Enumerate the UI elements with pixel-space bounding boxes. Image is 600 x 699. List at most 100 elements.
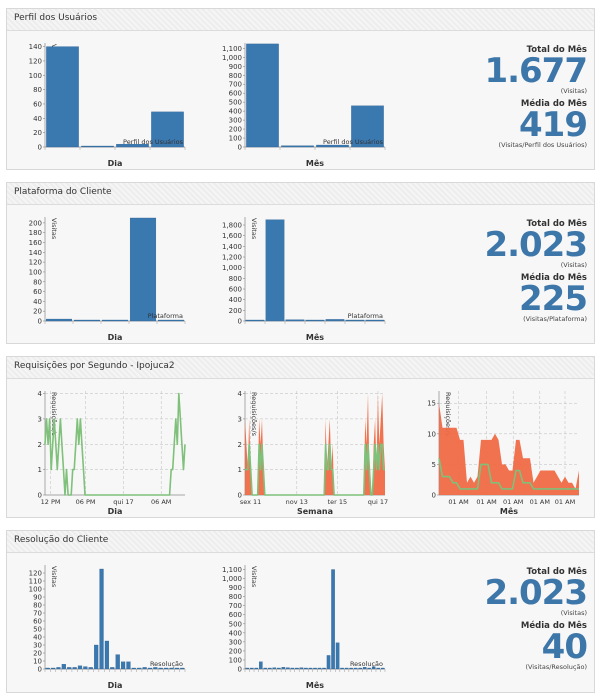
y-tick-label: 600 bbox=[229, 611, 242, 619]
total-unit: (Visitas) bbox=[560, 609, 587, 617]
bar bbox=[353, 667, 358, 670]
bar bbox=[376, 667, 381, 670]
bar bbox=[45, 667, 50, 670]
y-tick-label: 100 bbox=[29, 72, 42, 80]
x-tick-label: qui 17 bbox=[368, 498, 388, 506]
y-axis-label: Requisições/s bbox=[50, 392, 58, 437]
bar bbox=[137, 667, 142, 670]
y-tick-label: 50 bbox=[33, 626, 42, 634]
bar bbox=[174, 667, 180, 670]
y-tick-label: 200 bbox=[229, 647, 242, 655]
y-tick-label: 2 bbox=[238, 441, 242, 449]
bar bbox=[272, 667, 277, 670]
x-axis-label: Dia bbox=[108, 507, 123, 516]
y-tick-label: 600 bbox=[229, 90, 242, 98]
y-tick-label: 400 bbox=[229, 108, 242, 116]
y-axis-label: Visitas bbox=[250, 566, 258, 588]
y-tick-label: 100 bbox=[229, 135, 242, 143]
bar bbox=[115, 654, 120, 670]
bar bbox=[116, 143, 149, 148]
total-label: Total do Mês bbox=[526, 45, 587, 55]
bar bbox=[249, 667, 254, 670]
bar bbox=[281, 667, 286, 670]
bar bbox=[299, 667, 304, 670]
y-tick-label: 400 bbox=[229, 629, 242, 637]
x-tick-label: 12 PM bbox=[41, 498, 61, 506]
y-tick-label: 900 bbox=[229, 584, 242, 592]
bar bbox=[169, 667, 174, 670]
y-tick-label: 110 bbox=[29, 578, 42, 586]
y-tick-label: 180 bbox=[29, 229, 42, 237]
avg-unit: (Visitas/Resolução) bbox=[525, 663, 587, 671]
bar bbox=[308, 667, 313, 670]
line-series bbox=[44, 392, 186, 496]
y-tick-label: 1,600 bbox=[222, 232, 242, 240]
x-axis-label: Mês bbox=[306, 680, 324, 690]
bar bbox=[61, 664, 66, 670]
y-tick-label: 900 bbox=[229, 63, 242, 71]
bar bbox=[81, 145, 114, 148]
bar bbox=[77, 665, 83, 670]
panel-requisicoes-segundo: Requisições por Segundo - Ipojuca2 0 1 2 3 4… bbox=[6, 356, 595, 518]
bar bbox=[46, 46, 79, 148]
y-tick-label: 3 bbox=[238, 415, 242, 423]
bar bbox=[335, 642, 340, 670]
bar bbox=[313, 667, 317, 670]
bar bbox=[153, 667, 158, 670]
y-tick-label: 1,000 bbox=[222, 264, 242, 272]
bar bbox=[94, 644, 99, 670]
bar bbox=[246, 43, 279, 148]
y-tick-label: 300 bbox=[229, 638, 242, 646]
x-tick-label: sex 11 bbox=[240, 498, 261, 506]
y-tick-label: 800 bbox=[229, 72, 242, 80]
bar bbox=[99, 568, 104, 670]
bar bbox=[326, 655, 331, 670]
y-tick-label: 500 bbox=[229, 620, 242, 628]
y-tick-label: 140 bbox=[29, 43, 42, 51]
chart-requisicoes-semana: 0 1 2 3 4 Requisições/s Semana sex 11 nov 13 ter … bbox=[238, 390, 389, 516]
y-axis-label: Visitas bbox=[50, 218, 58, 240]
y-tick-label: 40 bbox=[33, 115, 42, 123]
y-tick-label: 10 bbox=[33, 658, 42, 666]
y-tick-label: 100 bbox=[229, 656, 242, 664]
bar bbox=[110, 667, 115, 670]
y-tick-label: 40 bbox=[33, 634, 42, 642]
bar bbox=[83, 666, 88, 670]
panel-header: Requisições por Segundo - Ipojuca2 bbox=[7, 357, 594, 379]
avg-unit: (Visitas/Plataforma) bbox=[523, 315, 587, 323]
y-tick-label: 20 bbox=[33, 129, 42, 137]
bar bbox=[67, 667, 72, 670]
area-series bbox=[245, 393, 385, 495]
bar bbox=[281, 145, 314, 148]
y-tick-label: 800 bbox=[229, 593, 242, 601]
avg-label: Média do Mês bbox=[520, 99, 587, 109]
y-tick-label: 400 bbox=[229, 296, 242, 304]
x-axis-label: Mês bbox=[500, 506, 518, 516]
bar bbox=[362, 667, 367, 670]
y-tick-label: 0 bbox=[238, 666, 242, 674]
bar bbox=[254, 667, 259, 670]
y-axis-label: Requisições/s bbox=[250, 392, 258, 437]
bar bbox=[304, 667, 308, 670]
y-tick-label: 2 bbox=[38, 441, 42, 449]
bar bbox=[259, 661, 263, 670]
bar bbox=[265, 219, 285, 322]
y-tick-label: 100 bbox=[29, 268, 42, 276]
stats-perfil: Total do Mês 1.677 (Visitas) Média do Mê… bbox=[484, 45, 588, 149]
bar bbox=[56, 667, 61, 670]
line-series bbox=[245, 443, 385, 496]
bar bbox=[295, 667, 299, 670]
total-value: 1.677 bbox=[484, 51, 588, 91]
stats-plataforma: Total do Mês 2.023 (Visitas) Média do Mê… bbox=[484, 219, 588, 323]
total-label: Total do Mês bbox=[526, 567, 587, 577]
total-value: 2.023 bbox=[484, 573, 588, 613]
y-tick-label: 700 bbox=[229, 81, 242, 89]
panel-resolucao-cliente: Resolução do Cliente 0 10 20 30 40 50 60 70 80 90… bbox=[6, 530, 595, 693]
y-tick-label: 0 bbox=[238, 318, 242, 326]
bar bbox=[340, 667, 344, 670]
y-tick-label: 0 bbox=[238, 492, 242, 500]
y-tick-label: 120 bbox=[29, 570, 42, 578]
bar bbox=[344, 667, 349, 670]
x-tick-label: nov 13 bbox=[286, 498, 308, 506]
